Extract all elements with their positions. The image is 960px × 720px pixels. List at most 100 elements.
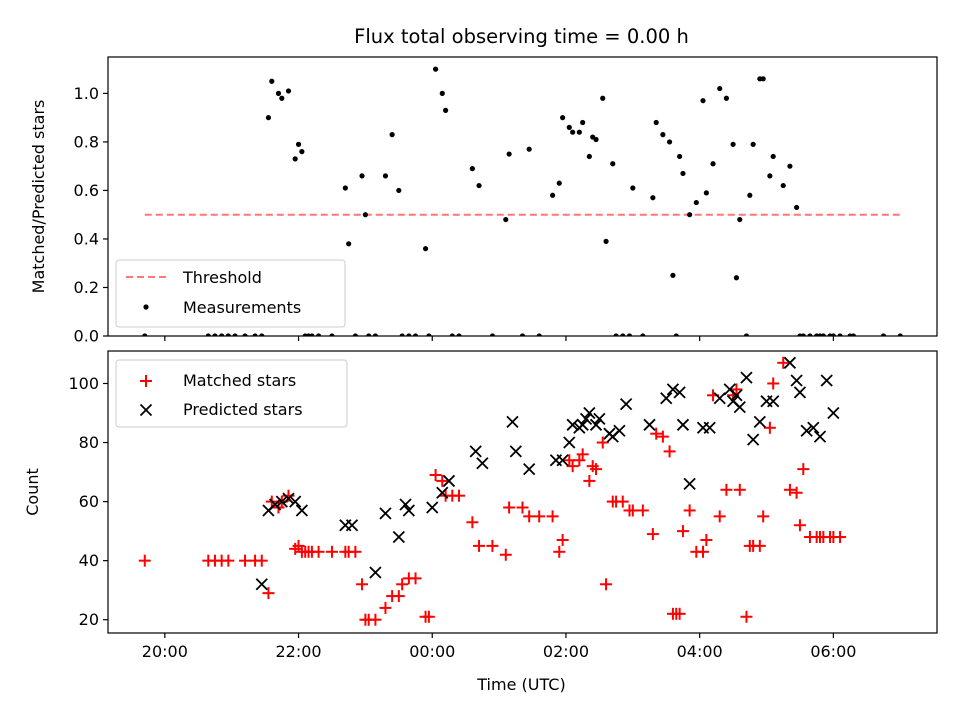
matched-star-point [676, 525, 689, 538]
predicted-star-point [426, 501, 439, 514]
measurement-point [677, 153, 683, 160]
predicted-star-point [673, 386, 686, 399]
predicted-star-point [733, 400, 746, 414]
matched-star-point [262, 587, 275, 600]
legend-threshold-label: Threshold [182, 268, 262, 287]
measurement-point [315, 333, 322, 336]
matched-star-point [733, 483, 746, 496]
measurement-point [653, 119, 659, 126]
measurement-point [503, 216, 509, 223]
measurement-point [767, 173, 773, 179]
plot-area-0 [142, 66, 903, 336]
measurement-point [626, 333, 633, 336]
matched-star-point [356, 578, 369, 591]
chart-title: Flux total observing time = 0.00 h [354, 25, 689, 48]
matched-star-point [590, 463, 603, 476]
predicted-star-point [676, 418, 690, 431]
y-tick-label-1: 40 [79, 551, 99, 570]
predicted-star-point [442, 474, 456, 488]
measurement-point [566, 124, 572, 130]
matched-star-point [650, 427, 663, 440]
measurement-point [449, 333, 455, 336]
measurement-point [673, 333, 679, 336]
y-tick-label-0: 0.6 [74, 181, 99, 200]
y-axis-label-count: Count [23, 468, 42, 516]
x-tick-label: 22:00 [275, 642, 321, 661]
measurement-point [309, 333, 315, 336]
matched-star-point [583, 474, 596, 487]
measurement-point [292, 156, 298, 162]
measurement-point [666, 139, 673, 145]
x-tick-label: 20:00 [142, 642, 188, 661]
predicted-star-point [579, 412, 593, 426]
measurement-point [346, 241, 352, 247]
measurement-point [620, 333, 626, 336]
predicted-star-point [556, 454, 569, 467]
measurement-point [142, 333, 148, 336]
measurement-point [710, 161, 716, 167]
matched-star-point [452, 489, 465, 502]
predicted-star-point [436, 486, 449, 499]
matched-star-point [523, 510, 536, 523]
predicted-star-point [369, 566, 382, 579]
measurement-point [469, 166, 475, 172]
y-tick-label-0: 0.2 [74, 278, 99, 297]
matched-star-point [392, 590, 405, 603]
y-tick-label-0: 1.0 [74, 84, 99, 103]
plot-frame-1 [107, 350, 938, 634]
measurement-point [603, 238, 609, 244]
predicted-star-point [275, 495, 288, 508]
measurement-point [275, 90, 282, 96]
matched-star-point [255, 554, 268, 567]
matched-star-point [697, 545, 710, 558]
measurement-point [329, 333, 335, 336]
matched-star-point [369, 613, 382, 626]
measurement-point [760, 76, 766, 82]
matched-star-point [730, 383, 743, 396]
x-tick-label: 04:00 [677, 642, 723, 661]
measurement-point [630, 185, 636, 191]
predicted-star-point [683, 477, 696, 491]
predicted-star-point [807, 421, 820, 434]
y-tick-label-0: 0.8 [74, 132, 99, 151]
matched-star-point [834, 531, 847, 544]
predicted-star-point [813, 430, 827, 443]
measurement-point [269, 78, 275, 84]
matched-star-point [546, 510, 559, 523]
matched-star-point [349, 545, 362, 558]
matched-star-point [436, 474, 449, 487]
measurement-point [787, 163, 793, 169]
legend-top: Threshold Measurements [115, 259, 346, 328]
matched-star-point [616, 495, 629, 508]
measurement-point [382, 173, 389, 179]
predicted-star-point [282, 492, 295, 505]
measurement-point [299, 149, 305, 155]
predicted-star-point [402, 504, 415, 517]
measurement-point [412, 333, 419, 336]
predicted-star-point [295, 504, 309, 517]
x-tick-label: 00:00 [409, 642, 455, 661]
measurement-point [830, 333, 836, 336]
measurement-point [580, 119, 586, 126]
matched-star-point [379, 601, 392, 614]
predicted-star-point [643, 418, 656, 431]
predicted-star-point [523, 462, 536, 476]
matched-star-point [138, 554, 151, 567]
measurement-point [593, 136, 599, 143]
matched-star-point [312, 545, 325, 558]
predicted-star-point [730, 389, 743, 402]
predicted-star-point [509, 445, 522, 458]
matched-star-point [516, 501, 529, 514]
measurement-point [279, 95, 285, 101]
measurement-point [570, 129, 576, 135]
predicted-star-point [469, 445, 482, 458]
predicted-star-point [800, 424, 813, 437]
legend-box [115, 359, 348, 428]
matched-star-point [239, 554, 252, 567]
matched-star-point [683, 504, 696, 517]
predicted-star-point [392, 530, 405, 544]
predicted-star-point [820, 374, 833, 387]
predicted-star-point [583, 406, 596, 420]
measurement-point [687, 212, 693, 218]
measurement-point [536, 333, 542, 336]
